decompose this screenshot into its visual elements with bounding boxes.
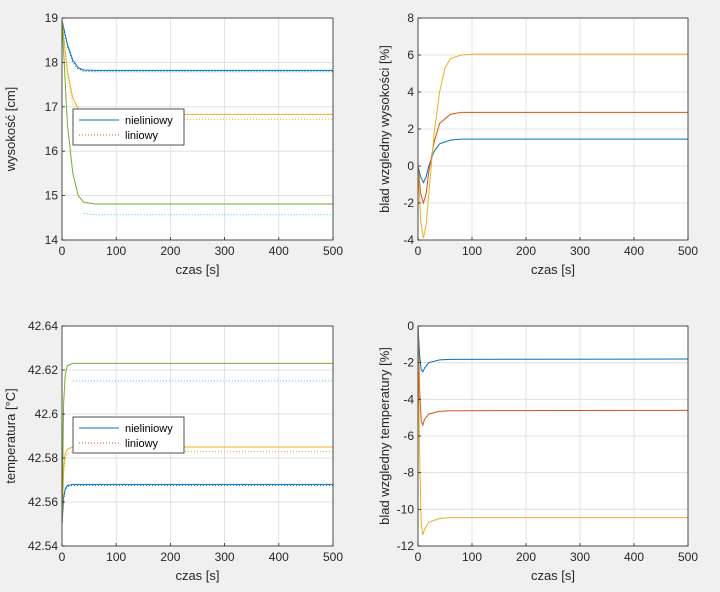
axes-box — [61, 17, 334, 241]
y-tick-label: 19 — [45, 11, 59, 25]
y-axis-label: blad wzgledny temperatury [%] — [377, 347, 392, 525]
y-tick-label: 15 — [45, 189, 59, 203]
x-axis-label: czas [s] — [531, 568, 575, 583]
y-tick-label: 42.62 — [28, 363, 58, 377]
x-tick-label: 200 — [516, 244, 536, 258]
y-tick-label: 17 — [45, 100, 59, 114]
y-tick-label: -10 — [397, 502, 415, 516]
y-tick-label: 42.58 — [28, 451, 58, 465]
series-line-1 — [62, 20, 333, 71]
x-tick-label: 0 — [415, 550, 422, 564]
y-tick-label: 42.64 — [28, 319, 58, 333]
legend-label: liniowy — [125, 130, 159, 142]
y-axis-label: blad wzgledny wysokości [%] — [377, 45, 392, 213]
x-tick-label: 200 — [160, 244, 180, 258]
series-group — [418, 53, 688, 239]
y-tick-label: 14 — [45, 233, 59, 247]
y-tick-label: -2 — [403, 196, 414, 210]
series-line-1 — [418, 326, 688, 373]
y-tick-label: 16 — [45, 144, 59, 158]
y-tick-label: -4 — [403, 392, 414, 406]
legend-box — [72, 108, 185, 146]
y-axis-label: temperatura [°C] — [3, 388, 18, 484]
x-tick-label: 100 — [462, 244, 482, 258]
x-tick-label: 0 — [415, 244, 422, 258]
x-tick-label: 100 — [106, 550, 126, 564]
legend-box — [72, 416, 185, 454]
legend-label: nieliniowy — [125, 115, 173, 127]
y-tick-label: 0 — [407, 159, 414, 173]
x-tick-label: 100 — [462, 550, 482, 564]
y-tick-label: 2 — [407, 122, 414, 136]
y-tick-label: -8 — [403, 466, 414, 480]
subplot-4: 0 100 200 300 400 500 -12 -10 -8 -6 -4 -2 0 czas [s] b… — [377, 319, 698, 583]
x-tick-label: 200 — [516, 550, 536, 564]
series-line-2 — [62, 20, 333, 73]
y-tick-label: 6 — [407, 48, 414, 62]
x-tick-label: 300 — [215, 244, 235, 258]
y-axis-label: wysokość [cm] — [3, 87, 18, 173]
x-tick-label: 400 — [269, 244, 289, 258]
x-tick-label: 300 — [215, 550, 235, 564]
series-line-6 — [83, 212, 333, 216]
legend-label: nieliniowy — [125, 423, 173, 435]
y-tick-label: 42.56 — [28, 495, 58, 509]
x-tick-label: 500 — [678, 550, 698, 564]
legend: nieliniowy liniowy — [72, 108, 185, 146]
y-tick-label: 42.6 — [35, 407, 59, 421]
series-line-3 — [418, 53, 688, 239]
x-tick-label: 400 — [624, 550, 644, 564]
y-tick-label: 8 — [407, 11, 414, 25]
x-axis-label: czas [s] — [175, 568, 219, 583]
x-tick-label: 500 — [323, 550, 343, 564]
x-tick-label: 400 — [624, 244, 644, 258]
x-tick-label: 0 — [59, 244, 66, 258]
y-tick-label: 4 — [407, 85, 414, 99]
x-axis-label: czas [s] — [531, 262, 575, 277]
subplot-3: 0 100 200 300 400 500 42.54 42.56 42.58 42.6 42.62… — [3, 319, 343, 583]
subplot-2: 0 100 200 300 400 500 -4 -2 0 2 4 6 8 czas [s] blad wz… — [377, 11, 698, 277]
series-line-2 — [418, 326, 688, 427]
series-line-5 — [62, 20, 333, 205]
y-tick-label: 0 — [407, 319, 414, 333]
y-tick-label: -6 — [403, 429, 414, 443]
subplot-1: 0 100 200 300 400 500 14 15 16 17 18 19 czas [s] wyso… — [3, 11, 343, 277]
series-line-2 — [62, 485, 333, 525]
x-tick-label: 100 — [106, 244, 126, 258]
x-tick-label: 200 — [160, 550, 180, 564]
x-tick-label: 400 — [269, 550, 289, 564]
y-tick-label: -4 — [403, 233, 414, 247]
x-tick-label: 500 — [323, 244, 343, 258]
legend: nieliniowy liniowy — [72, 416, 185, 454]
y-tick-label: -12 — [397, 539, 415, 553]
legend-label: liniowy — [125, 438, 159, 450]
series-group — [418, 326, 688, 536]
x-tick-label: 300 — [570, 550, 590, 564]
x-tick-label: 300 — [570, 244, 590, 258]
y-tick-label: 42.54 — [28, 539, 58, 553]
x-tick-label: 0 — [59, 550, 66, 564]
series-line-2 — [418, 111, 688, 205]
x-tick-label: 500 — [678, 244, 698, 258]
series-line-3 — [418, 326, 688, 536]
y-tick-label: 18 — [45, 55, 59, 69]
y-tick-label: -2 — [403, 356, 414, 370]
axes-box — [61, 325, 334, 547]
x-axis-label: czas [s] — [175, 262, 219, 277]
series-line-5 — [62, 362, 333, 525]
